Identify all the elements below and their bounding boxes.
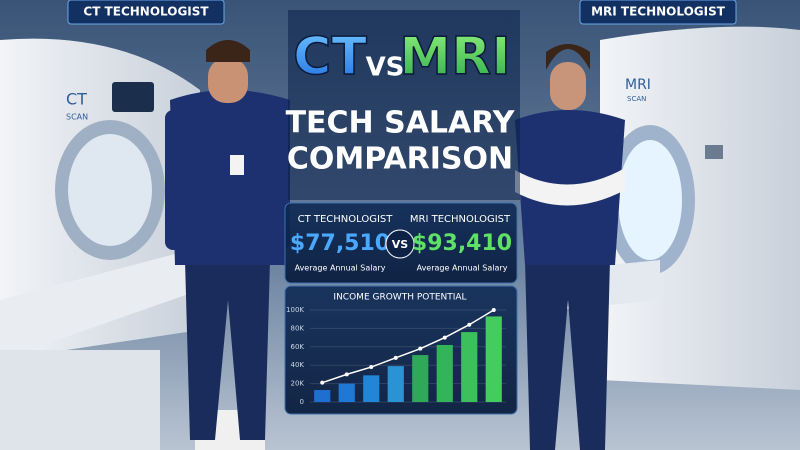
trend-point (467, 322, 472, 327)
trend-point (320, 380, 325, 385)
mri-machine-sub: SCAN (627, 95, 646, 103)
bar (387, 366, 404, 402)
chart-panel (284, 285, 518, 415)
chart-title: INCOME GROWTH POTENTIAL (333, 293, 466, 303)
y-tick-label: 60K (291, 343, 305, 351)
left-label-box (67, 0, 225, 25)
y-tick-label: 0 (300, 398, 304, 406)
mri-machine-name: MRI (625, 77, 651, 93)
bar (412, 355, 429, 402)
trend-point (418, 346, 423, 351)
bar (314, 390, 331, 402)
title-backdrop (288, 10, 520, 200)
title-vs: VS (366, 53, 405, 83)
trend-point (491, 308, 496, 312)
trend-point (393, 355, 398, 360)
mri-salary-label: MRI TECHNOLOGIST (410, 214, 511, 225)
title-line1: TECH SALARY (286, 106, 516, 141)
trend-point (369, 365, 374, 370)
mri-salary-caption: Average Annual Salary (417, 264, 508, 273)
mri-salary-amount: $93,410 (412, 231, 512, 256)
left-label: CT TECHNOLOGIST (83, 5, 209, 19)
bar (485, 316, 502, 402)
mri-technologist-person (515, 44, 625, 450)
title-ct: CT (293, 27, 367, 87)
y-tick-label: 80K (291, 324, 305, 332)
y-tick-label: 100K (286, 306, 304, 314)
trend-line (322, 309, 495, 384)
trend-point (442, 335, 447, 340)
ct-salary-amount: $77,510 (290, 231, 390, 256)
right-label: MRI TECHNOLOGIST (591, 5, 726, 19)
ct-technologist-person (165, 40, 290, 450)
bar (338, 383, 355, 402)
ct-salary-label: CT TECHNOLOGIST (298, 214, 394, 225)
salary-vs: VS (392, 238, 409, 251)
bar (461, 332, 478, 402)
right-label-box (579, 0, 737, 25)
trend-point (344, 372, 349, 377)
y-tick-label: 20K (291, 380, 305, 388)
title-mri: MRI (399, 27, 510, 87)
y-tick-label: 40K (291, 361, 305, 369)
chart: 0 20K 40K 60K 80K 100K (286, 306, 506, 406)
ct-machine-sub: SCAN (66, 113, 88, 122)
title-line2: COMPARISON (287, 142, 513, 177)
ct-machine: CT SCAN (0, 38, 200, 450)
bar (436, 344, 453, 402)
ct-machine-name: CT (66, 90, 87, 109)
bar (363, 375, 380, 402)
vs-circle (385, 229, 415, 259)
ct-salary-caption: Average Annual Salary (295, 264, 386, 273)
